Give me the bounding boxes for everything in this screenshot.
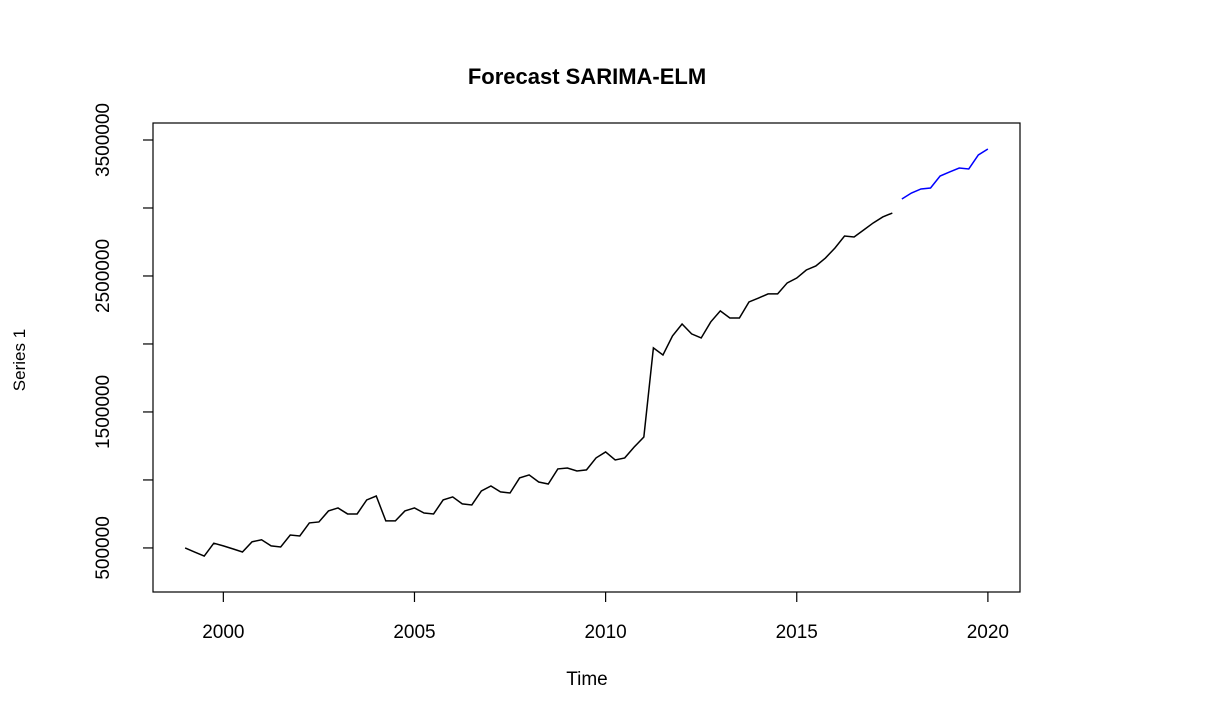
y-tick-label: 3500000 [93,103,114,177]
y-tick-label: 500000 [93,516,114,579]
y-tick-label: 1500000 [93,375,114,449]
series-line [901,148,989,200]
x-tick-label: 2015 [776,622,818,643]
y-tick-label: 2500000 [93,239,114,313]
x-tick-label: 2005 [393,622,435,643]
y-axis-label: Series 1 [10,329,29,391]
x-tick-label: 2000 [202,622,244,643]
x-tick-label: 2020 [967,622,1009,643]
x-axis-label: Time [566,669,608,690]
chart-title: Forecast SARIMA-ELM [468,64,706,89]
plot-box [152,122,1021,593]
x-tick-label: 2010 [584,622,626,643]
series-line [184,212,893,558]
